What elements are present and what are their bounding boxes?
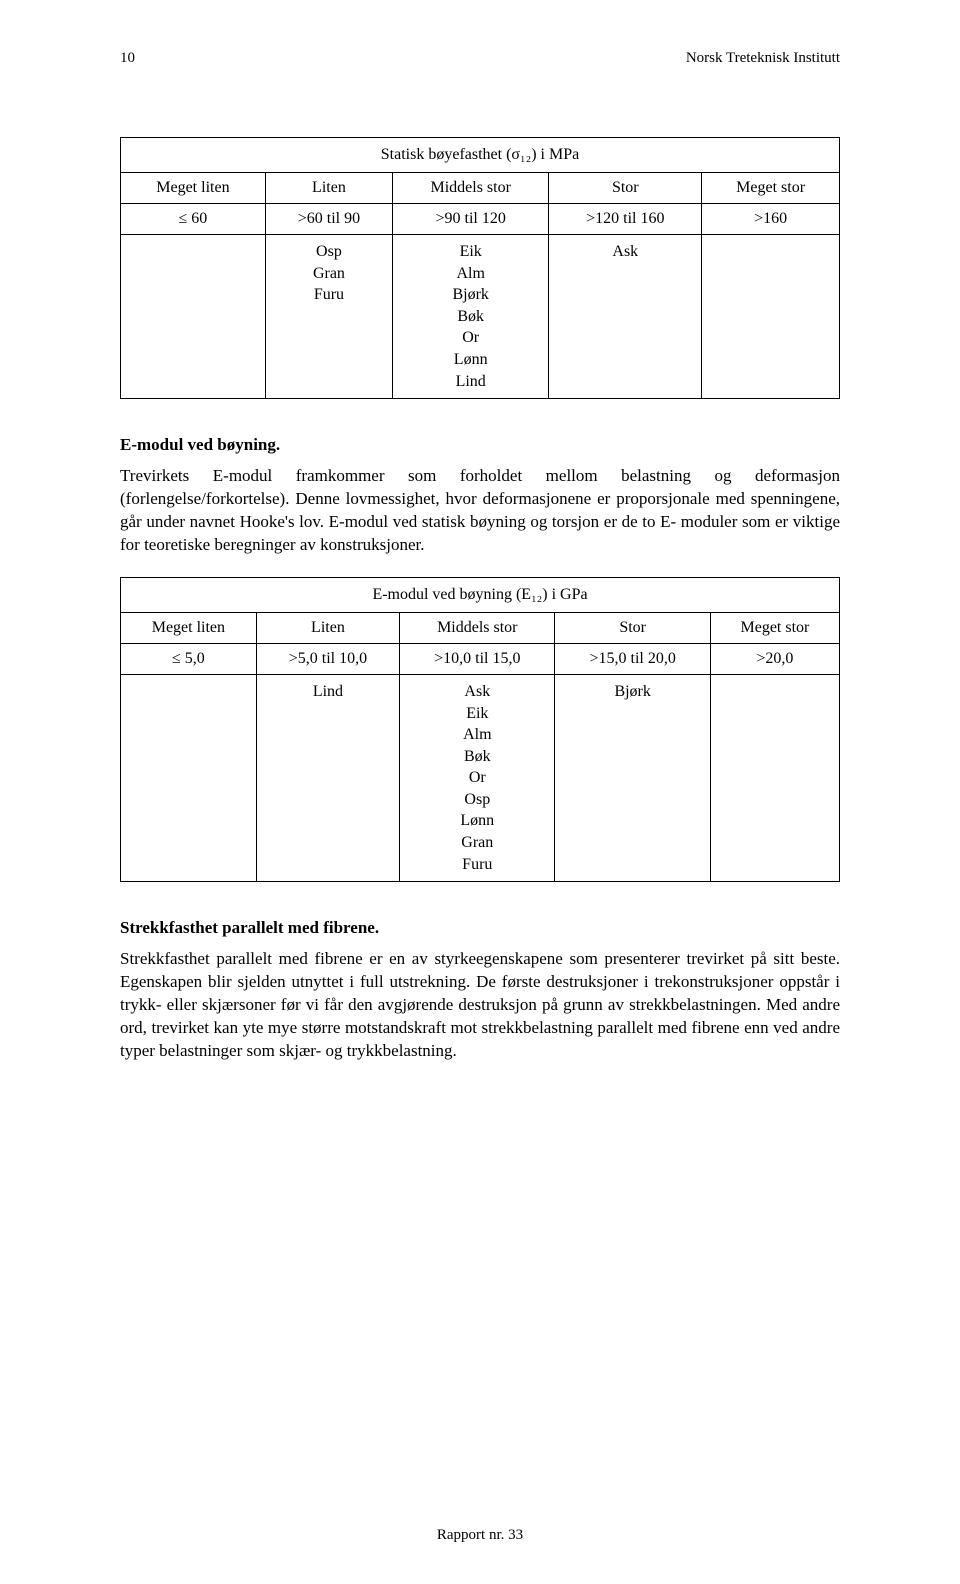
table1-range-4: >120 til 160 — [549, 204, 702, 235]
table2-header-5: Meget stor — [710, 612, 839, 643]
table2-range-1: ≤ 5,0 — [121, 643, 257, 674]
table2-species-2: Lind — [256, 674, 399, 881]
section2-heading: Strekkfasthet parallelt med fibrene. — [120, 918, 840, 938]
table2-species-3: AskEikAlmBøkOrOspLønnGranFuru — [400, 674, 555, 881]
table1-range-2: >60 til 90 — [265, 204, 392, 235]
table2-title: E-modul ved bøyning (E₁₂) i GPa — [121, 577, 840, 612]
footer-text: Rapport nr. 33 — [437, 1527, 523, 1543]
table-bending-strength: Statisk bøyefasthet (σ₁₂) i MPa Meget li… — [120, 137, 840, 399]
table2-species-1 — [121, 674, 257, 881]
table2-range-2: >5,0 til 10,0 — [256, 643, 399, 674]
institute-name: Norsk Treteknisk Institutt — [686, 50, 840, 67]
table2-header-4: Stor — [555, 612, 710, 643]
table1-title: Statisk bøyefasthet (σ₁₂) i MPa — [121, 138, 840, 173]
table2-header-1: Meget liten — [121, 612, 257, 643]
page-header: 10 Norsk Treteknisk Institutt — [120, 50, 840, 67]
table1-species-3: EikAlmBjørkBøkOrLønnLind — [393, 235, 549, 399]
table2-header-2: Liten — [256, 612, 399, 643]
table-e-modulus: E-modul ved bøyning (E₁₂) i GPa Meget li… — [120, 577, 840, 882]
table1-header-2: Liten — [265, 173, 392, 204]
table2-species-4: Bjørk — [555, 674, 710, 881]
table1-range-5: >160 — [702, 204, 840, 235]
table2-species-5 — [710, 674, 839, 881]
table1-range-3: >90 til 120 — [393, 204, 549, 235]
table2-range-3: >10,0 til 15,0 — [400, 643, 555, 674]
table1-species-1 — [121, 235, 266, 399]
page-footer: Rapport nr. 33 — [0, 1527, 960, 1544]
page-number: 10 — [120, 50, 135, 67]
table1-header-3: Middels stor — [393, 173, 549, 204]
table2-header-3: Middels stor — [400, 612, 555, 643]
section1-body: Trevirkets E-modul framkommer som forhol… — [120, 465, 840, 557]
table2-range-5: >20,0 — [710, 643, 839, 674]
table2-range-4: >15,0 til 20,0 — [555, 643, 710, 674]
table1-species-4: Ask — [549, 235, 702, 399]
table1-header-1: Meget liten — [121, 173, 266, 204]
section2-body: Strekkfasthet parallelt med fibrene er e… — [120, 948, 840, 1063]
table1-species-5 — [702, 235, 840, 399]
table1-range-1: ≤ 60 — [121, 204, 266, 235]
table1-header-5: Meget stor — [702, 173, 840, 204]
table1-header-4: Stor — [549, 173, 702, 204]
section1-heading: E-modul ved bøyning. — [120, 435, 840, 455]
table1-species-2: OspGranFuru — [265, 235, 392, 399]
